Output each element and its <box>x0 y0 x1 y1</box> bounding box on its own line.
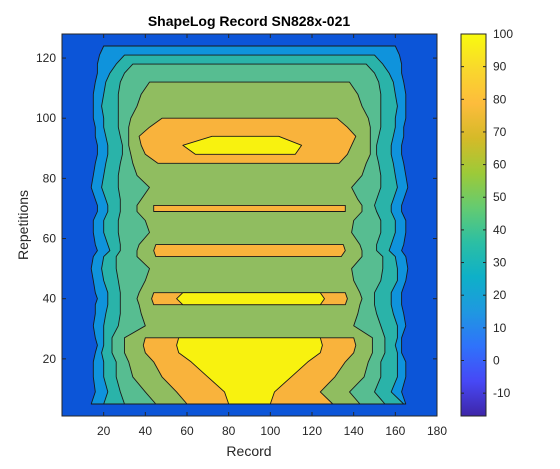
x-tick-label: 180 <box>427 424 447 438</box>
y-tick-label: 20 <box>43 352 57 366</box>
plot-area <box>61 33 438 417</box>
colorbar-tick-label: 70 <box>493 125 507 139</box>
y-tick-label: 120 <box>36 51 56 65</box>
colorbar-ticks: -10 0 10 20 30 40 50 60 70 80 90 100 <box>461 27 513 400</box>
colorbar: -10 0 10 20 30 40 50 60 70 80 90 100 <box>460 27 513 417</box>
colorbar-tick-label: 0 <box>493 353 500 367</box>
contour-band-90 <box>176 135 325 405</box>
x-tick-label: 40 <box>139 424 153 438</box>
x-tick-label: 140 <box>344 424 364 438</box>
x-tick-label: 160 <box>385 424 405 438</box>
colorbar-tick-label: 60 <box>493 158 507 172</box>
colorbar-tick-label: 80 <box>493 92 507 106</box>
colorbar-tick-label: 90 <box>493 60 507 74</box>
x-tick-label: 120 <box>302 424 322 438</box>
y-tick-label: 100 <box>36 111 56 125</box>
x-tick-label: 20 <box>97 424 111 438</box>
y-axis-label: Repetitions <box>15 190 31 260</box>
y-tick-label: 40 <box>43 292 57 306</box>
plot-frame <box>61 33 438 417</box>
colorbar-tick-label: -10 <box>493 386 511 400</box>
x-tick-label: 100 <box>260 424 280 438</box>
colorbar-tick-label: 100 <box>493 27 513 41</box>
colorbar-tick-label: 30 <box>493 256 507 270</box>
y-tick-label: 80 <box>43 171 57 185</box>
y-tick-label: 60 <box>43 232 57 246</box>
colorbar-gradient <box>460 33 487 417</box>
y-axis: 20 40 60 80 100 120 <box>36 51 437 366</box>
colorbar-tick-label: 40 <box>493 223 507 237</box>
x-axis: 20 40 60 80 100 120 140 160 180 <box>97 34 447 438</box>
x-tick-label: 80 <box>222 424 236 438</box>
x-axis-label: Record <box>226 443 271 459</box>
chart-title: ShapeLog Record SN828x-021 <box>148 13 351 29</box>
colorbar-tick-label: 20 <box>493 288 507 302</box>
x-tick-label: 60 <box>180 424 194 438</box>
colorbar-tick-label: 10 <box>493 321 507 335</box>
colorbar-tick-label: 50 <box>493 190 507 204</box>
contour-layers <box>62 34 437 416</box>
